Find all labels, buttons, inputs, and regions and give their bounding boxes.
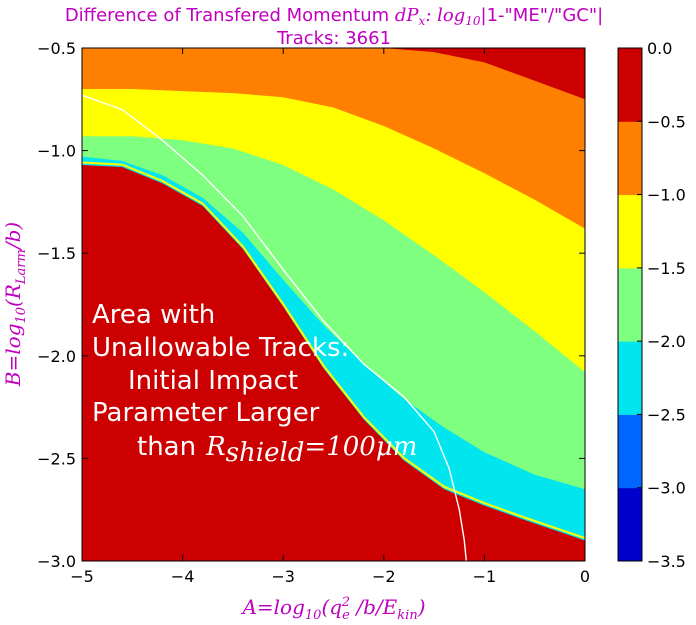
annotation-line-4: Parameter Larger [92,398,320,428]
annotation-line-3: Initial Impact [128,366,298,396]
colorbar-tick-label: −2.5 [647,405,686,424]
plot-frame [81,47,586,562]
annotation-line-5: than Rshield=100μm [137,432,417,468]
x-tick-label: −2 [372,567,396,586]
colorbar-tick-label: −0.5 [647,112,686,131]
y-tick-label: −1.5 [37,244,76,263]
x-tick-label: −5 [70,567,94,586]
colorbar-tick-label: −1.5 [647,259,686,278]
chart-subtitle: Tracks: 3661 [276,28,391,49]
y-tick-label: −1.0 [37,142,76,161]
x-axis: −5 −4 −3 −2 −1 0 [70,48,590,586]
annotation-line-1: Area with [92,300,215,330]
y-axis: −0.5 −1.0 −1.5 −2.0 −2.5 −3.0 [37,39,585,571]
y-axis-label: B=log10(RLarm/b) [1,222,29,387]
x-tick-label: −1 [473,567,497,586]
x-tick-label: −4 [171,567,195,586]
colorbar-tick-label: −3.0 [647,479,686,498]
colorbar-segment [618,194,642,269]
colorbar: 0.0 −0.5 −1.0 −1.5 −2.0 −2.5 −3.0 −3.5 [617,39,686,571]
colorbar-segment [618,414,642,489]
colorbar-tick-label: −1.0 [647,186,686,205]
colorbar-segment [618,487,642,562]
x-tick-label: 0 [580,567,590,586]
chart-title: Difference of Transfered Momentum dPx: l… [65,5,603,28]
colorbar-segment [618,48,642,122]
colorbar-tick-label: 0.0 [647,39,672,58]
x-axis-label: A=log10(qe2 /b/Ekin) [240,595,425,623]
colorbar-tick-label: −2.0 [647,332,686,351]
y-tick-label: −3.0 [37,552,76,571]
colorbar-tick-label: −3.5 [647,552,686,571]
contour-trim-line [82,161,585,539]
unallowable-annotation: Area with Unallowable Tracks: Initial Im… [92,300,417,468]
y-tick-label: −2.5 [37,449,76,468]
annotation-line-2: Unallowable Tracks: [92,333,349,363]
contour-band-red-upper [383,48,585,100]
colorbar-segment [618,341,642,415]
colorbar-segment [618,121,642,196]
contour-band-red-lower [82,165,585,561]
colorbar-segment [618,267,642,342]
contour-plot-area [82,48,585,561]
y-tick-label: −0.5 [37,39,76,58]
colorbar-frame [617,47,643,562]
x-tick-label: −3 [271,567,295,586]
gc-boundary-curve [82,94,467,561]
y-tick-label: −2.0 [37,347,76,366]
